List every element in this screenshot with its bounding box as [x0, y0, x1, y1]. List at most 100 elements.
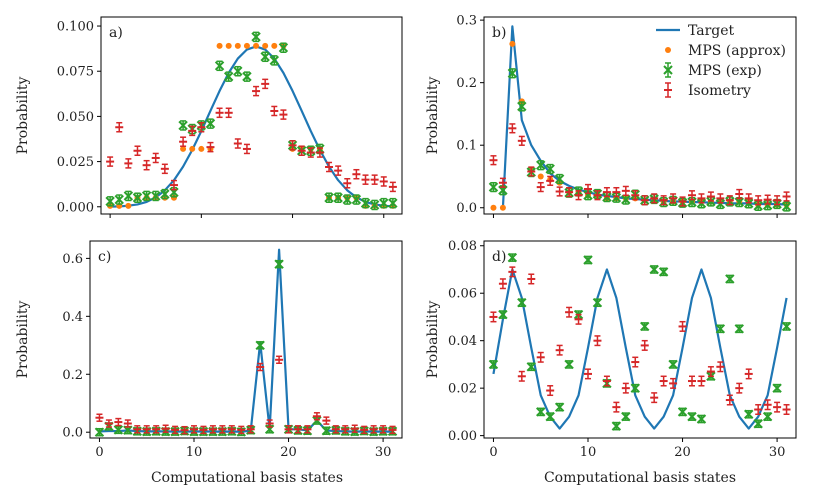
- mps-exp-point: [333, 192, 343, 204]
- isometry-point: [188, 125, 197, 137]
- isometry-point: [678, 196, 687, 207]
- isometry-point: [669, 193, 678, 204]
- isometry-point: [106, 156, 115, 167]
- y-tick-label: 0.6: [62, 252, 83, 267]
- xlabel-bottom-right: Computational basis states: [544, 470, 736, 486]
- legend-label: MPS (approx): [688, 43, 786, 59]
- isometry-point: [133, 425, 142, 434]
- mps-exp-point: [269, 55, 280, 66]
- mps-exp-point: [640, 321, 650, 332]
- series-target: [492, 268, 788, 430]
- isometry-point: [197, 121, 206, 133]
- isometry-point: [565, 186, 574, 198]
- mps-exp-point: [132, 192, 143, 204]
- y-tick-label: 0.1: [456, 139, 477, 154]
- isometry-point: [369, 425, 378, 434]
- series-mps_approx: [107, 42, 396, 209]
- isometry-point: [602, 186, 611, 198]
- y-tick-label: 0.02: [448, 382, 477, 397]
- isometry-point: [179, 136, 188, 147]
- isometry-point: [161, 424, 170, 433]
- isometry-point: [631, 356, 640, 368]
- mps-exp-point: [255, 340, 265, 351]
- mps-exp-point: [677, 407, 688, 417]
- axes-frame: [100, 16, 403, 215]
- isometry-point: [388, 181, 397, 193]
- mps-exp-point: [360, 197, 371, 209]
- panel-2: 0.0 0.1 0.2 0.3 Probability b): [425, 14, 797, 218]
- mps-approx-point: [243, 42, 250, 49]
- mps-exp-point: [351, 194, 362, 205]
- isometry-point: [352, 168, 361, 180]
- mps-exp-point: [141, 190, 152, 202]
- isometry-point: [233, 138, 242, 149]
- isometry-point: [536, 181, 545, 193]
- mps-exp-point: [105, 196, 115, 207]
- isometry-point: [640, 195, 649, 206]
- isometry-point: [498, 177, 507, 188]
- series-mps_exp: [94, 259, 398, 437]
- mps-exp-point: [151, 190, 161, 202]
- x-tick-label: 20: [280, 445, 297, 460]
- legend-label: MPS (exp): [688, 63, 762, 79]
- mps-exp-point: [781, 321, 792, 332]
- isometry-point: [508, 266, 517, 278]
- isometry-point: [593, 335, 602, 347]
- mps-exp-point: [630, 383, 640, 393]
- mps-exp-point: [545, 411, 555, 422]
- y-tick-label: 0.06: [448, 287, 477, 302]
- x-tick-label: 10: [580, 445, 597, 460]
- mps-exp-point: [517, 298, 527, 308]
- isometry-point: [379, 176, 388, 187]
- mps-approx-point: [234, 42, 241, 49]
- isometry-point: [114, 417, 123, 427]
- mps-exp-point: [324, 192, 334, 204]
- isometry-point: [180, 425, 189, 435]
- mps-exp-point: [342, 194, 352, 205]
- mps-exp-point: [205, 118, 216, 129]
- series-target: [99, 248, 393, 433]
- mps-exp-point: [687, 411, 697, 422]
- series-mps_exp: [488, 252, 792, 431]
- panel-4: 0 10 20 30 0.00 0.02 0.04 0.06 0.08 Probability d): [425, 239, 797, 460]
- mps-exp-point: [379, 197, 389, 209]
- isometry-point: [133, 145, 142, 157]
- target-line: [492, 268, 788, 430]
- isometry-point: [265, 419, 274, 428]
- y-axis-label: Probability: [15, 301, 31, 379]
- x-tick-label: 10: [186, 445, 203, 460]
- isometry-point: [621, 382, 630, 394]
- isometry-point: [555, 186, 564, 197]
- isometry-point: [621, 185, 630, 196]
- isometry-point: [725, 195, 734, 206]
- series-isometry: [489, 266, 791, 416]
- mps-exp-point: [715, 324, 726, 334]
- isometry-point: [261, 78, 270, 90]
- mps-exp-point: [498, 309, 508, 320]
- mps-exp-point: [321, 426, 332, 436]
- isometry-point: [669, 377, 678, 389]
- mps-approx-point: [216, 42, 223, 49]
- isometry-point: [763, 194, 772, 205]
- mps-exp-point: [536, 160, 546, 171]
- isometry-point: [555, 344, 564, 356]
- isometry-point: [527, 166, 536, 177]
- isometry-point: [773, 195, 782, 206]
- y-tick-label: 0.00: [448, 429, 477, 444]
- mps-approx-point: [271, 42, 278, 49]
- y-axis-label: Probability: [425, 301, 441, 379]
- isometry-point: [688, 375, 696, 387]
- xlabel-bottom-left: Computational basis states: [151, 470, 343, 486]
- isometry-point: [763, 399, 772, 411]
- mps-exp-point: [554, 173, 565, 185]
- isometry-point: [517, 135, 526, 146]
- isometry-point: [725, 394, 734, 406]
- isometry-point: [508, 123, 517, 134]
- isometry-point: [279, 109, 288, 120]
- target-line: [99, 248, 393, 433]
- isometry-point: [104, 419, 113, 428]
- isometry-point: [124, 158, 133, 169]
- mps-exp-point: [488, 359, 499, 370]
- legend-entry-target: Target: [656, 23, 735, 39]
- isometry-point: [678, 320, 687, 332]
